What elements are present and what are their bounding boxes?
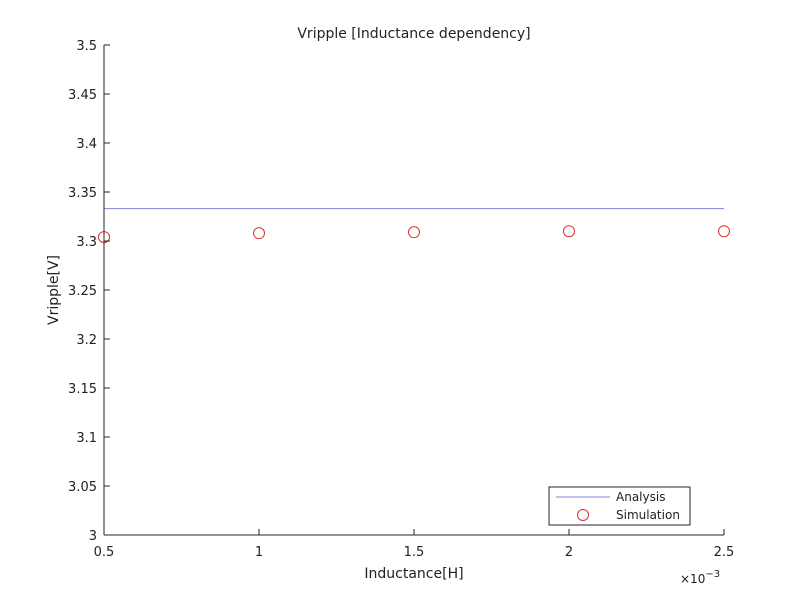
simulation-point (253, 227, 265, 240)
legend-simulation-marker (577, 509, 589, 521)
y-tick-label: 3.3 (76, 235, 97, 250)
legend: Analysis Simulation (548, 486, 691, 526)
x-tick-label: 1.5 (404, 545, 425, 560)
chart-title: Vripple [Inductance dependency] (297, 26, 530, 42)
x-axis-label: Inductance[H] (364, 566, 463, 582)
y-tick-label: 3.35 (68, 186, 97, 201)
x-tick-label: 0.5 (94, 545, 115, 560)
y-tick-label: 3.25 (68, 284, 97, 299)
y-tick-label: 3.15 (68, 382, 97, 397)
y-tick-label: 3.05 (68, 480, 97, 495)
x-tick-label: 2 (565, 545, 573, 560)
x-tick-label: 1 (255, 545, 263, 560)
x-tick-label: 2.5 (714, 545, 735, 560)
x-exponent-base: ×10 (680, 572, 705, 586)
y-tick-label: 3.2 (76, 333, 97, 348)
y-tick-label: 3.4 (76, 137, 97, 152)
y-tick-label: 3 (89, 529, 97, 544)
x-exponent-label: ×10−3 (680, 569, 720, 586)
simulation-point (718, 225, 730, 238)
legend-box (548, 486, 691, 526)
legend-simulation-label: Simulation (616, 508, 680, 522)
y-axis-label: Vripple[V] (46, 255, 62, 325)
y-tick-label: 3.5 (76, 39, 97, 54)
y-tick-label: 3.45 (68, 88, 97, 103)
plot-area (104, 45, 724, 535)
y-tick-label: 3.1 (76, 431, 97, 446)
simulation-point (408, 226, 420, 239)
legend-analysis-label: Analysis (616, 490, 665, 504)
simulation-point (563, 225, 575, 238)
x-exponent-power: −3 (705, 569, 720, 580)
